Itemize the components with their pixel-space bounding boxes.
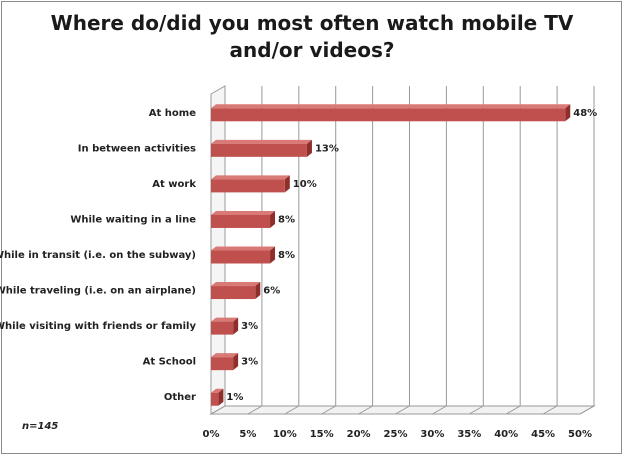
gridline-floor: [579, 405, 595, 415]
chart-title-line1: Where do/did you most often watch mobile…: [50, 11, 574, 35]
gridline-floor: [247, 405, 263, 415]
data-label: 3%: [241, 321, 258, 332]
bar: [211, 143, 307, 157]
bar-end: [565, 104, 571, 122]
bar-end: [284, 175, 290, 193]
category-label: At home: [149, 108, 196, 119]
category-label: At work: [152, 179, 196, 190]
data-label: 3%: [241, 357, 258, 368]
bar-end: [233, 317, 239, 335]
bar-top: [211, 388, 224, 393]
gridline-floor: [432, 405, 447, 415]
category-label: While visiting with friends or family: [0, 321, 196, 332]
category-label: While waiting in a line: [70, 214, 196, 225]
bar-top: [211, 353, 239, 358]
category-label: While traveling (i.e. on an airplane): [0, 286, 196, 297]
bar: [211, 214, 271, 228]
gridline-floor: [542, 405, 558, 415]
bar-top: [211, 210, 276, 215]
chart-title: Where do/did you most often watch mobile…: [0, 10, 624, 64]
bar-end: [270, 246, 276, 264]
data-label: 48%: [573, 108, 597, 119]
gridline-floor: [395, 405, 410, 415]
x-tick-label: 50%: [568, 429, 592, 440]
bar-top: [211, 175, 290, 180]
gridline-floor: [505, 405, 521, 415]
x-tick-label: 25%: [384, 429, 408, 440]
x-tick-label: 15%: [310, 429, 334, 440]
category-label: At School: [143, 357, 196, 368]
bar: [211, 250, 271, 264]
bar-top: [211, 246, 276, 251]
gridline-floor: [321, 405, 336, 415]
x-tick-label: 35%: [457, 429, 481, 440]
category-label: In between activities: [78, 143, 196, 154]
bar-top: [211, 317, 239, 322]
sample-size-note: n=145: [22, 421, 59, 432]
bar-end: [233, 353, 239, 371]
gridline-floor: [284, 405, 300, 415]
data-label: 1%: [226, 392, 243, 403]
gridline-floor: [358, 405, 373, 415]
bar-top: [211, 139, 312, 144]
x-tick-label: 30%: [420, 429, 444, 440]
bar: [211, 392, 219, 406]
bar: [211, 108, 566, 122]
bar-end: [306, 139, 312, 157]
bar-top: [211, 104, 571, 109]
bar-top: [211, 282, 261, 287]
bar: [211, 286, 256, 300]
data-label: 6%: [263, 286, 280, 297]
bar-end: [270, 210, 276, 228]
bar: [211, 321, 234, 335]
gridline-floor: [469, 405, 484, 415]
x-tick-label: 40%: [494, 429, 518, 440]
x-tick-label: 20%: [347, 429, 371, 440]
data-label: 8%: [278, 214, 295, 225]
chart-title-line2: and/or videos?: [229, 38, 395, 62]
x-tick-label: 45%: [531, 429, 555, 440]
bar-end: [255, 282, 261, 300]
data-label: 13%: [315, 143, 339, 154]
x-tick-label: 0%: [203, 429, 220, 440]
x-tick-label: 10%: [273, 429, 297, 440]
gridline-floor: [210, 405, 226, 415]
bar: [211, 357, 234, 371]
data-label: 8%: [278, 250, 295, 261]
category-label: While in transit (i.e. on the subway): [0, 250, 196, 261]
bar-end: [218, 388, 224, 406]
x-tick-label: 5%: [239, 429, 256, 440]
bar: [211, 179, 285, 193]
data-label: 10%: [293, 179, 317, 190]
category-label: Other: [164, 392, 196, 403]
